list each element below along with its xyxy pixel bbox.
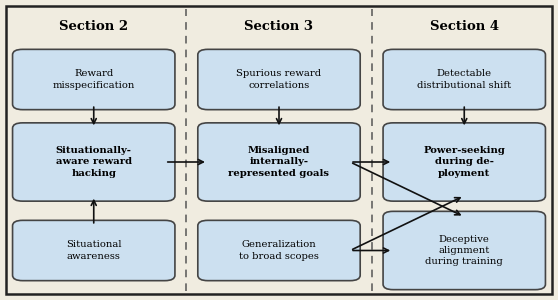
FancyBboxPatch shape bbox=[198, 123, 360, 201]
Text: Reward
misspecification: Reward misspecification bbox=[52, 69, 135, 90]
Text: Section 3: Section 3 bbox=[244, 20, 314, 34]
FancyBboxPatch shape bbox=[13, 49, 175, 110]
FancyBboxPatch shape bbox=[383, 49, 545, 110]
Text: Section 4: Section 4 bbox=[430, 20, 499, 34]
Text: Spurious reward
correlations: Spurious reward correlations bbox=[237, 69, 321, 90]
Text: Deceptive
alignment
during training: Deceptive alignment during training bbox=[425, 235, 503, 266]
Text: Situational
awareness: Situational awareness bbox=[66, 240, 122, 261]
Text: Power-seeking
during de-
ployment: Power-seeking during de- ployment bbox=[424, 146, 505, 178]
FancyBboxPatch shape bbox=[6, 6, 552, 294]
FancyBboxPatch shape bbox=[383, 123, 545, 201]
Text: Misaligned
internally-
represented goals: Misaligned internally- represented goals bbox=[228, 146, 330, 178]
Text: Situationally-
aware reward
hacking: Situationally- aware reward hacking bbox=[56, 146, 132, 178]
Text: Detectable
distributional shift: Detectable distributional shift bbox=[417, 69, 511, 90]
FancyBboxPatch shape bbox=[198, 220, 360, 281]
FancyBboxPatch shape bbox=[13, 123, 175, 201]
FancyBboxPatch shape bbox=[383, 211, 545, 290]
Text: Generalization
to broad scopes: Generalization to broad scopes bbox=[239, 240, 319, 261]
Text: Section 2: Section 2 bbox=[59, 20, 128, 34]
FancyBboxPatch shape bbox=[13, 220, 175, 281]
FancyBboxPatch shape bbox=[198, 49, 360, 110]
